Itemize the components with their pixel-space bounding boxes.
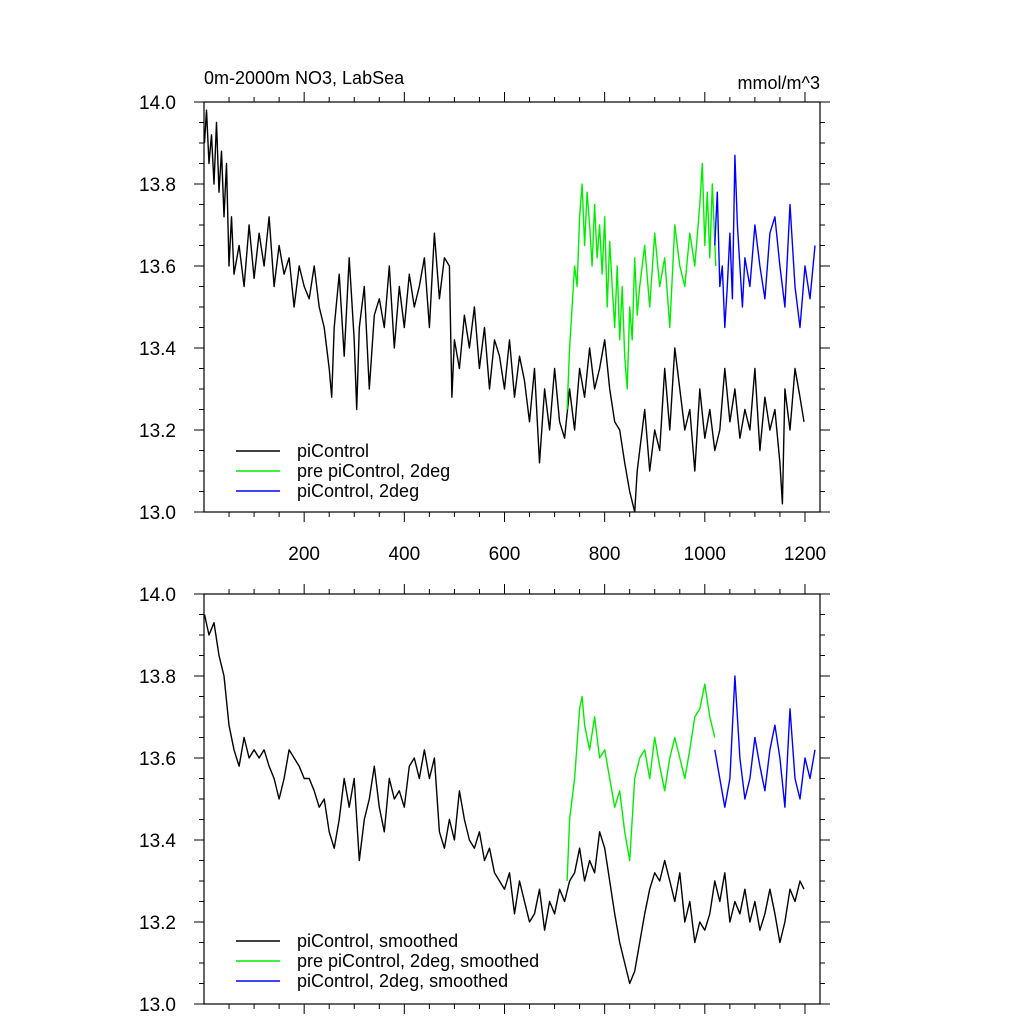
bottom-series-line-2 — [714, 675, 816, 808]
bottom-y-tick-label: 13.4 — [139, 831, 176, 852]
top-x-tick-label: 600 — [489, 544, 521, 565]
top-x-tick-label: 1200 — [784, 544, 826, 565]
top-x-tick-label: 800 — [589, 544, 621, 565]
top-x-tick-label: 400 — [388, 544, 420, 565]
bottom-series-line-0 — [203, 614, 805, 985]
top-legend-label: piControl — [297, 441, 369, 461]
top-x-tick-label: 200 — [288, 544, 320, 565]
top-y-tick-label: 13.2 — [139, 421, 176, 442]
top-y-tick-label: 13.6 — [139, 257, 176, 278]
bottom-y-tick-label: 13.8 — [139, 667, 176, 688]
bottom-legend-label: pre piControl, 2deg, smoothed — [297, 951, 539, 971]
top-series-line-1 — [566, 162, 717, 410]
top-series-line-2 — [714, 154, 816, 329]
units-label: mmol/m^3 — [738, 73, 820, 93]
top-series-line-0 — [203, 109, 805, 513]
top-y-tick-label: 13.8 — [139, 175, 176, 196]
top-panel: 13.0 13.2 13.4 13.6 13.8 14.0 200 400 600 800 1000… — [139, 92, 830, 565]
chart-title: 0m-2000m NO3, LabSea — [204, 68, 405, 88]
bottom-panel: 13.0 13.2 13.4 13.6 13.8 14.0 piControl, smoot… — [139, 584, 830, 1016]
top-legend-label: pre piControl, 2deg — [297, 461, 450, 481]
bottom-y-tick-label: 14.0 — [139, 585, 176, 606]
bottom-legend-label: piControl, 2deg, smoothed — [297, 971, 508, 991]
top-y-tick-label: 13.0 — [139, 503, 176, 524]
top-y-tick-label: 14.0 — [139, 93, 176, 114]
bottom-legend-label: piControl, smoothed — [297, 931, 458, 951]
bottom-y-tick-label: 13.2 — [139, 913, 176, 934]
bottom-y-tick-label: 13.0 — [139, 995, 176, 1016]
top-y-tick-label: 13.4 — [139, 339, 176, 360]
top-x-tick-label: 1000 — [684, 544, 726, 565]
top-legend-label: piControl, 2deg — [297, 481, 419, 501]
bottom-y-tick-label: 13.6 — [139, 749, 176, 770]
bottom-series-line-1 — [566, 683, 716, 882]
